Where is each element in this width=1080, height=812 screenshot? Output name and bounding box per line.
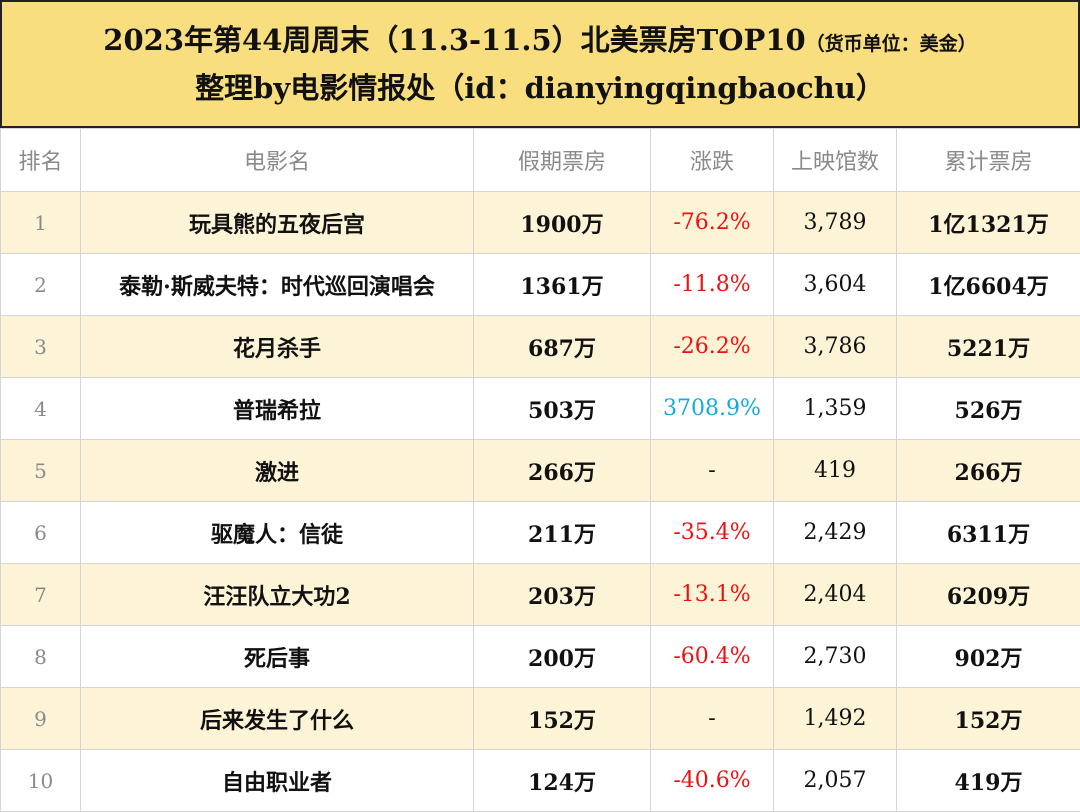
rank-cell: 5 (1, 440, 81, 502)
theater-count-cell: 419 (774, 440, 897, 502)
page-title: 2023年第44周周末（11.3-11.5）北美票房TOP10（货币单位：美金） (103, 18, 976, 66)
change-cell: -60.4% (651, 626, 774, 688)
column-header-gross: 假期票房 (474, 129, 651, 192)
change-cell: -76.2% (651, 192, 774, 254)
column-header-total: 累计票房 (897, 129, 1080, 192)
rank-cell: 4 (1, 378, 81, 440)
title-banner: 2023年第44周周末（11.3-11.5）北美票房TOP10（货币单位：美金）… (0, 0, 1080, 128)
movie-title-cell: 普瑞希拉 (81, 378, 474, 440)
change-cell: -26.2% (651, 316, 774, 378)
movie-title-cell: 花月杀手 (81, 316, 474, 378)
change-cell: - (651, 688, 774, 750)
movie-title-cell: 死后事 (81, 626, 474, 688)
rank-cell: 2 (1, 254, 81, 316)
theater-count-cell: 3,786 (774, 316, 897, 378)
change-cell: -11.8% (651, 254, 774, 316)
change-cell: - (651, 440, 774, 502)
cumulative-gross-cell: 902万 (897, 626, 1080, 688)
rank-cell: 9 (1, 688, 81, 750)
rank-cell: 3 (1, 316, 81, 378)
theater-count-cell: 1,359 (774, 378, 897, 440)
column-header-theaters: 上映馆数 (774, 129, 897, 192)
cumulative-gross-cell: 152万 (897, 688, 1080, 750)
cumulative-gross-cell: 1亿1321万 (897, 192, 1080, 254)
rank-cell: 10 (1, 750, 81, 812)
column-header-rank: 排名 (1, 129, 81, 192)
rank-cell: 1 (1, 192, 81, 254)
change-cell: -13.1% (651, 564, 774, 626)
movie-title-cell: 自由职业者 (81, 750, 474, 812)
movie-title-cell: 玩具熊的五夜后宫 (81, 192, 474, 254)
column-header-change: 涨跌 (651, 129, 774, 192)
theater-count-cell: 2,429 (774, 502, 897, 564)
rank-cell: 7 (1, 564, 81, 626)
cumulative-gross-cell: 5221万 (897, 316, 1080, 378)
cumulative-gross-cell: 6209万 (897, 564, 1080, 626)
cumulative-gross-cell: 526万 (897, 378, 1080, 440)
weekend-gross-cell: 687万 (474, 316, 651, 378)
theater-count-cell: 2,057 (774, 750, 897, 812)
cumulative-gross-cell: 266万 (897, 440, 1080, 502)
column-header-title: 电影名 (81, 129, 474, 192)
title-main: 2023年第44周周末（11.3-11.5）北美票房TOP10 (103, 23, 805, 57)
weekend-gross-cell: 503万 (474, 378, 651, 440)
weekend-gross-cell: 211万 (474, 502, 651, 564)
cumulative-gross-cell: 6311万 (897, 502, 1080, 564)
weekend-gross-cell: 1900万 (474, 192, 651, 254)
cumulative-gross-cell: 419万 (897, 750, 1080, 812)
theater-count-cell: 2,730 (774, 626, 897, 688)
page-subtitle: 整理by电影情报处（id：dianyingqingbaochu） (195, 66, 885, 110)
movie-title-cell: 泰勒·斯威夫特：时代巡回演唱会 (81, 254, 474, 316)
weekend-gross-cell: 203万 (474, 564, 651, 626)
table-header-row: 排名 电影名 假期票房 涨跌 上映馆数 累计票房 (1, 129, 1080, 192)
change-cell: -40.6% (651, 750, 774, 812)
change-cell: -35.4% (651, 502, 774, 564)
change-cell: 3708.9% (651, 378, 774, 440)
rank-cell: 6 (1, 502, 81, 564)
movie-title-cell: 激进 (81, 440, 474, 502)
movie-title-cell: 汪汪队立大功2 (81, 564, 474, 626)
currency-unit-note: （货币单位：美金） (806, 33, 977, 55)
cumulative-gross-cell: 1亿6604万 (897, 254, 1080, 316)
weekend-gross-cell: 1361万 (474, 254, 651, 316)
weekend-gross-cell: 200万 (474, 626, 651, 688)
movie-title-cell: 后来发生了什么 (81, 688, 474, 750)
weekend-gross-cell: 266万 (474, 440, 651, 502)
theater-count-cell: 3,789 (774, 192, 897, 254)
theater-count-cell: 2,404 (774, 564, 897, 626)
rank-cell: 8 (1, 626, 81, 688)
weekend-gross-cell: 124万 (474, 750, 651, 812)
theater-count-cell: 1,492 (774, 688, 897, 750)
weekend-gross-cell: 152万 (474, 688, 651, 750)
theater-count-cell: 3,604 (774, 254, 897, 316)
movie-title-cell: 驱魔人：信徒 (81, 502, 474, 564)
